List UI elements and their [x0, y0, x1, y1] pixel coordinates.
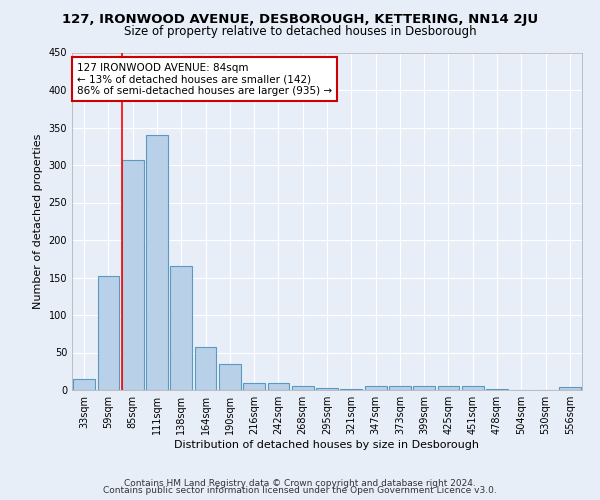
Bar [146, 135, 168, 390]
Bar [437, 386, 460, 390]
Bar [389, 386, 411, 390]
Bar [170, 266, 192, 390]
X-axis label: Distribution of detached houses by size in Desborough: Distribution of detached houses by size … [175, 440, 479, 450]
Text: Contains HM Land Registry data © Crown copyright and database right 2024.: Contains HM Land Registry data © Crown c… [124, 478, 476, 488]
Bar [122, 160, 143, 390]
Bar [243, 382, 265, 390]
Bar [268, 383, 289, 390]
Text: 127 IRONWOOD AVENUE: 84sqm
← 13% of detached houses are smaller (142)
86% of sem: 127 IRONWOOD AVENUE: 84sqm ← 13% of deta… [77, 62, 332, 96]
Bar [292, 386, 314, 390]
Text: Size of property relative to detached houses in Desborough: Size of property relative to detached ho… [124, 25, 476, 38]
Bar [97, 276, 119, 390]
Text: 127, IRONWOOD AVENUE, DESBOROUGH, KETTERING, NN14 2JU: 127, IRONWOOD AVENUE, DESBOROUGH, KETTER… [62, 12, 538, 26]
Bar [413, 386, 435, 390]
Bar [365, 386, 386, 390]
Bar [219, 364, 241, 390]
Y-axis label: Number of detached properties: Number of detached properties [33, 134, 43, 309]
Bar [462, 386, 484, 390]
Bar [73, 379, 95, 390]
Text: Contains public sector information licensed under the Open Government Licence v3: Contains public sector information licen… [103, 486, 497, 495]
Bar [559, 387, 581, 390]
Bar [486, 389, 508, 390]
Bar [194, 347, 217, 390]
Bar [316, 388, 338, 390]
Bar [340, 388, 362, 390]
